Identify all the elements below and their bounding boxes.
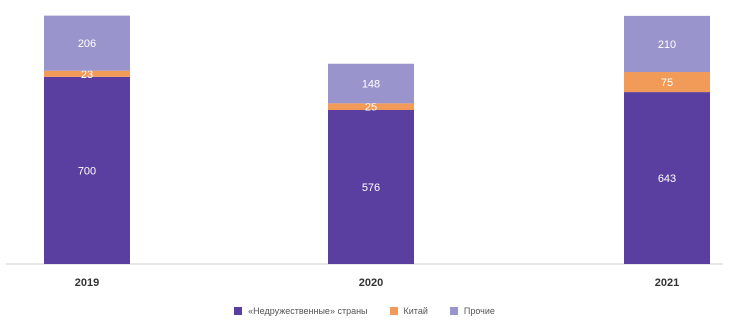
legend-label-unfriendly: «Недружественные» страны [248,306,368,316]
legend-swatch-other [449,307,458,315]
legend-label-other: Прочие [463,306,495,316]
value-label-unfriendly-2019: 700 [78,165,96,177]
legend-item-china: Китай [389,306,428,316]
legend-item-unfriendly: «Недружественные» страны [234,306,368,316]
bar-segment-unfriendly-2020 [328,109,414,264]
bar-segment-unfriendly-2019 [44,76,130,264]
x-tick-label-2019: 2019 [75,277,99,289]
stacked-bar-chart: 700 23 206 2019 576 25 148 2020 643 75 210 2021 [6,15,723,289]
legend-swatch-unfriendly [234,307,243,315]
value-label-unfriendly-2020: 576 [362,182,380,194]
value-label-china-2020: 25 [365,102,377,114]
bar-segment-unfriendly-2021 [624,92,710,264]
legend-swatch-china [389,307,398,315]
legend-label-china: Китай [403,306,428,316]
value-label-china-2021: 75 [661,77,673,89]
x-tick-label-2021: 2021 [655,277,679,289]
bar-segment-other-2020 [328,63,414,104]
value-label-other-2020: 148 [362,79,380,91]
legend-item-other: Прочие [449,306,495,316]
bar-segment-china-2021 [624,72,710,93]
value-label-unfriendly-2021: 643 [658,173,676,185]
value-label-other-2019: 206 [78,38,96,50]
bar-segment-china-2019 [44,70,130,77]
value-label-china-2019: 23 [81,69,93,81]
legend: «Недружественные» страны Китай Прочие [0,306,729,316]
x-tick-label-2020: 2020 [359,277,383,289]
bar-segment-other-2019 [44,15,130,71]
bar-segment-china-2020 [328,103,414,110]
bar-segment-other-2021 [624,15,710,73]
value-label-other-2021: 210 [658,39,676,51]
